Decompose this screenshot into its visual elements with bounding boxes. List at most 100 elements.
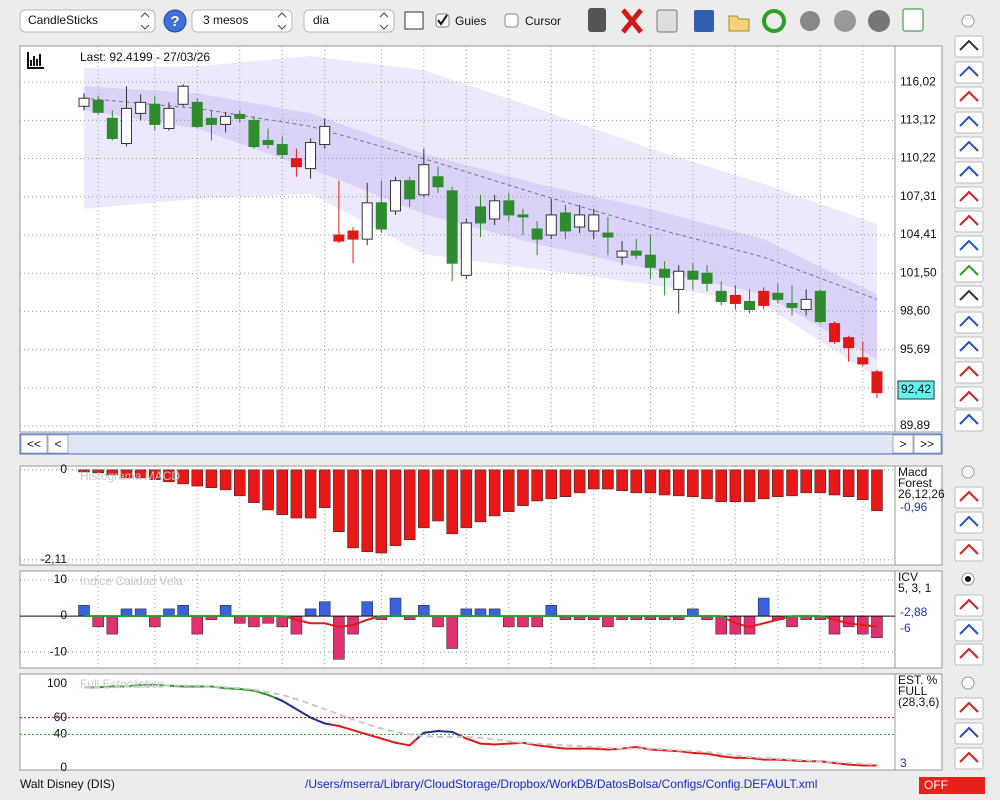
bar <box>418 605 430 617</box>
side-button[interactable] <box>954 210 984 233</box>
chart-icon[interactable] <box>404 11 424 30</box>
side-button[interactable] <box>954 619 984 642</box>
side-button[interactable] <box>954 361 984 384</box>
y-tick-label: 40 <box>54 727 68 741</box>
side-button[interactable] <box>954 722 984 745</box>
bar <box>446 615 458 649</box>
side-glyph <box>959 543 979 555</box>
candle-body <box>135 101 147 114</box>
side-button[interactable] <box>954 594 984 617</box>
instrument-name: Walt Disney (DIS) <box>20 777 115 791</box>
oscillator-line <box>345 727 361 734</box>
close-button[interactable] <box>621 8 643 34</box>
side-button[interactable] <box>954 511 984 534</box>
chart-type-select[interactable] <box>19 9 156 33</box>
radio[interactable] <box>961 465 975 479</box>
candle-body <box>163 107 175 129</box>
y-tick-label: 60 <box>54 710 68 724</box>
value-note: -2,88 <box>900 605 928 619</box>
candle-body <box>630 250 642 256</box>
side-button[interactable] <box>954 86 984 109</box>
bar <box>687 608 699 617</box>
side-button[interactable] <box>954 409 984 432</box>
side-button[interactable] <box>954 386 984 409</box>
bar <box>304 608 317 617</box>
select-chevron <box>140 12 150 30</box>
radio[interactable] <box>961 676 975 690</box>
side-button[interactable] <box>954 643 984 666</box>
nav-last[interactable] <box>913 434 942 454</box>
side-button[interactable] <box>954 336 984 359</box>
open-button[interactable] <box>728 15 750 32</box>
oscillator-line <box>445 730 460 737</box>
candle-body <box>574 214 586 228</box>
side-button[interactable] <box>954 111 984 134</box>
bar <box>786 469 798 497</box>
config-path[interactable]: /Users/mserra/Library/CloudStorage/Dropb… <box>305 777 817 791</box>
bar <box>318 601 331 617</box>
candle-body <box>729 294 741 304</box>
side-button[interactable] <box>954 35 984 58</box>
cursor-checkbox[interactable] <box>504 13 519 28</box>
bar <box>375 469 388 554</box>
bar <box>842 469 855 497</box>
signal-line <box>303 620 318 625</box>
signal-line <box>714 615 729 621</box>
signal-line <box>770 616 786 623</box>
side-button[interactable] <box>954 285 984 308</box>
navigation-bar <box>19 433 943 455</box>
side-button[interactable] <box>954 61 984 84</box>
indicator-legend: ICV <box>898 570 918 584</box>
candle-body <box>276 144 288 156</box>
candle-body <box>290 158 302 168</box>
candle-body <box>361 202 373 240</box>
side-button[interactable] <box>954 186 984 209</box>
calendar-button[interactable] <box>902 8 924 32</box>
side-button[interactable] <box>954 235 984 258</box>
side-button[interactable] <box>954 260 984 283</box>
side-button[interactable] <box>954 539 984 562</box>
delete-button[interactable] <box>588 8 606 32</box>
refresh-button[interactable] <box>762 9 786 33</box>
candle-body <box>687 270 699 280</box>
bar <box>304 469 317 519</box>
macd-side-panel <box>894 465 943 566</box>
oscillator-line <box>699 752 715 756</box>
side-button[interactable] <box>954 747 984 770</box>
nav-next[interactable] <box>892 434 914 454</box>
bar <box>92 469 104 474</box>
oscillator-line <box>331 723 347 730</box>
nav-first[interactable] <box>20 434 48 454</box>
print-button[interactable] <box>656 9 678 33</box>
side-button[interactable] <box>954 136 984 159</box>
download-button[interactable] <box>800 11 820 31</box>
help-button[interactable] <box>163 9 187 33</box>
signal-line <box>374 615 389 619</box>
radio[interactable] <box>961 14 975 28</box>
side-button[interactable] <box>954 311 984 334</box>
side-glyph <box>959 90 979 102</box>
side-button[interactable] <box>954 697 984 720</box>
last-price-box <box>897 380 935 400</box>
save-button[interactable] <box>694 10 714 32</box>
side-button[interactable] <box>954 161 984 184</box>
currency-button[interactable] <box>834 10 856 32</box>
oscillator-line <box>317 719 332 726</box>
side-button[interactable] <box>954 486 984 509</box>
interval-select[interactable] <box>303 9 395 33</box>
candle-body <box>659 268 671 278</box>
panel-title: Histograma MACD <box>80 469 180 483</box>
period-select[interactable] <box>191 9 293 33</box>
state-badge[interactable] <box>919 777 985 794</box>
settings-button[interactable] <box>868 10 890 32</box>
bar <box>347 469 359 549</box>
signal-line <box>275 615 290 619</box>
nav-prev[interactable] <box>47 434 69 454</box>
moving-average <box>83 97 878 300</box>
bar <box>772 469 784 497</box>
bar <box>757 469 770 500</box>
bar <box>432 469 444 522</box>
nav-prev-label: < <box>54 437 61 451</box>
bar <box>163 469 175 483</box>
